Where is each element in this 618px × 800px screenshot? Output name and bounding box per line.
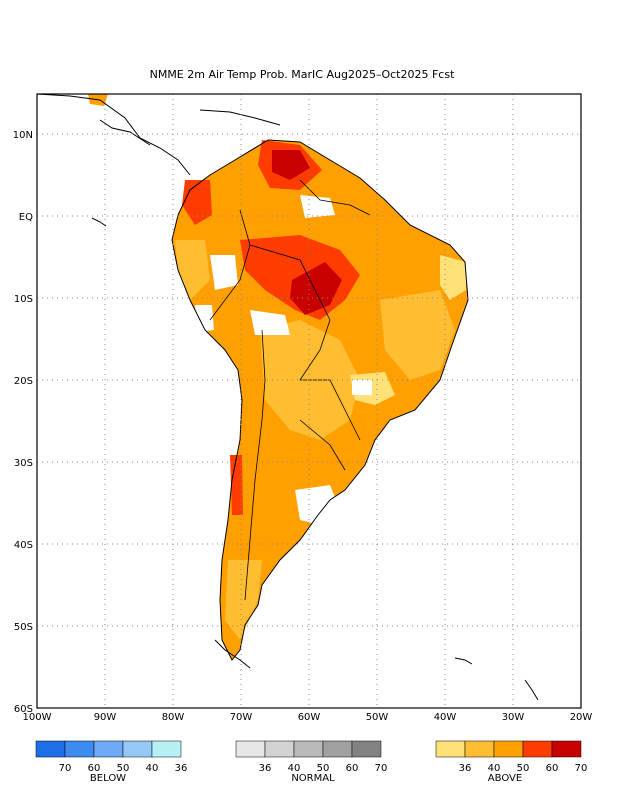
legend-category-label: BELOW [90, 773, 126, 784]
shading-gap [195, 305, 214, 332]
legend-below: 70 60 50 40 36 BELOW [35, 740, 188, 784]
legend-tick: 36 [175, 763, 188, 774]
lon-label: 100W [23, 712, 52, 723]
legend-swatch [151, 740, 182, 758]
lon-label: 20W [570, 712, 593, 723]
legend-swatch [93, 740, 124, 758]
legend-tick: 70 [59, 763, 72, 774]
legend-tick: 40 [146, 763, 159, 774]
legend-above: 36 40 50 60 70 ABOVE [435, 740, 588, 784]
legend-swatch [293, 740, 324, 758]
shading-gap [250, 310, 290, 335]
legend-swatch [551, 740, 582, 758]
lon-label: 30W [502, 712, 525, 723]
legend-swatch [351, 740, 382, 758]
lon-label: 50W [366, 712, 389, 723]
legend-tick: 70 [375, 763, 388, 774]
lon-label: 70W [230, 712, 253, 723]
shading-patch-dark-red [290, 262, 342, 315]
legend-tick: 50 [117, 763, 130, 774]
graticule [37, 94, 581, 708]
lon-label: 40W [434, 712, 457, 723]
legend-swatch [493, 740, 524, 758]
legend-tick: 60 [346, 763, 359, 774]
lon-label: 60W [298, 712, 321, 723]
legend-tick: 36 [259, 763, 272, 774]
legend-tick: 40 [288, 763, 301, 774]
shading-gap [352, 380, 372, 395]
lon-label: 80W [162, 712, 185, 723]
latitude-labels: 10N EQ 10S 20S 30S 40S 50S 60S [13, 130, 33, 715]
lat-label: 60S [14, 704, 33, 715]
map-area: 10N EQ 10S 20S 30S 40S 50S 60S 100W 90W … [13, 93, 593, 723]
country-borders [209, 179, 371, 601]
legend-swatch [464, 740, 495, 758]
legend-swatch [264, 740, 295, 758]
legend-tick: 60 [88, 763, 101, 774]
legend-category-label: ABOVE [488, 773, 522, 784]
lat-label: 30S [14, 458, 33, 469]
legend-tick: 50 [317, 763, 330, 774]
legend-category-label: NORMAL [291, 773, 335, 784]
legend: 70 60 50 40 36 BELOW 36 40 50 60 70 NORM… [35, 740, 588, 784]
lat-label: 40S [14, 540, 33, 551]
shading-patch-pale [440, 255, 466, 300]
longitude-labels: 100W 90W 80W 70W 60W 50W 40W 30W 20W [23, 712, 593, 723]
legend-swatch [64, 740, 95, 758]
legend-swatch [522, 740, 553, 758]
legend-normal: 36 40 50 60 70 NORMAL [235, 740, 388, 784]
legend-tick: 36 [459, 763, 472, 774]
lat-label: EQ [19, 212, 33, 223]
legend-swatch [122, 740, 153, 758]
legend-tick: 50 [517, 763, 530, 774]
legend-tick: 70 [575, 763, 588, 774]
lat-label: 10S [14, 294, 33, 305]
shading-gap [295, 485, 338, 525]
shading-patch-light [380, 290, 455, 380]
lat-label: 10N [13, 130, 33, 141]
shading-patch-light [225, 560, 262, 640]
lat-label: 50S [14, 622, 33, 633]
map-frame [36, 93, 582, 709]
coastlines [36, 93, 539, 701]
legend-tick: 60 [546, 763, 559, 774]
legend-tick: 40 [488, 763, 501, 774]
map-title: NMME 2m Air Temp Prob. MarIC Aug2025–Oct… [150, 68, 455, 81]
legend-swatch [35, 740, 66, 758]
shading-patch-dark-red [272, 150, 310, 180]
lon-label: 90W [94, 712, 117, 723]
shading-patch-light [175, 240, 210, 300]
lat-label: 20S [14, 376, 33, 387]
legend-swatch [435, 740, 466, 758]
shading-gap [300, 195, 335, 218]
legend-swatch [322, 740, 353, 758]
legend-swatch [235, 740, 266, 758]
shading-gap [210, 255, 238, 290]
shading-patch-red [230, 455, 243, 515]
